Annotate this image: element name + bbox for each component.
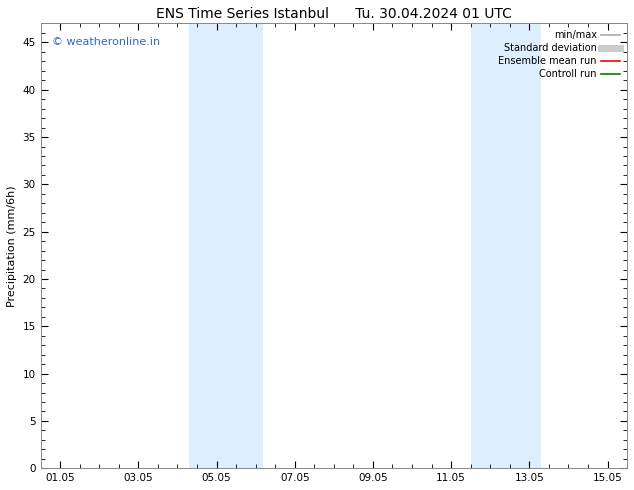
Title: ENS Time Series Istanbul      Tu. 30.04.2024 01 UTC: ENS Time Series Istanbul Tu. 30.04.2024 … xyxy=(156,7,512,21)
Bar xyxy=(470,24,541,468)
Bar xyxy=(189,24,264,468)
Y-axis label: Precipitation (mm/6h): Precipitation (mm/6h) xyxy=(7,185,17,307)
Legend: min/max, Standard deviation, Ensemble mean run, Controll run: min/max, Standard deviation, Ensemble me… xyxy=(495,26,624,83)
Text: © weatheronline.in: © weatheronline.in xyxy=(53,37,160,47)
